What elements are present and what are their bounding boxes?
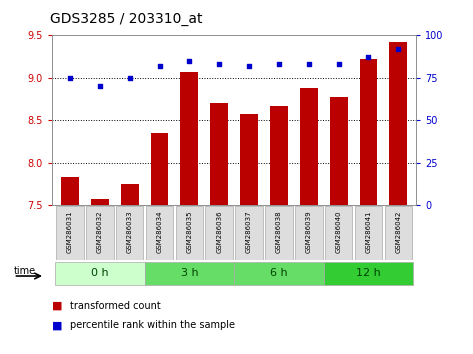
Text: 12 h: 12 h xyxy=(356,268,381,278)
FancyBboxPatch shape xyxy=(234,262,324,285)
FancyBboxPatch shape xyxy=(146,206,173,259)
FancyBboxPatch shape xyxy=(55,262,145,285)
Bar xyxy=(359,59,377,205)
Text: GSM286036: GSM286036 xyxy=(216,210,222,253)
Bar xyxy=(121,184,139,205)
FancyBboxPatch shape xyxy=(175,206,203,259)
Text: GSM286041: GSM286041 xyxy=(366,210,371,253)
FancyBboxPatch shape xyxy=(116,206,143,259)
Text: percentile rank within the sample: percentile rank within the sample xyxy=(70,320,235,330)
Text: GSM286042: GSM286042 xyxy=(395,211,401,253)
Bar xyxy=(61,177,79,205)
Bar xyxy=(240,114,258,205)
FancyBboxPatch shape xyxy=(385,206,412,259)
FancyBboxPatch shape xyxy=(86,206,114,259)
FancyBboxPatch shape xyxy=(324,262,413,285)
Text: GSM286034: GSM286034 xyxy=(157,210,163,253)
Point xyxy=(215,62,223,67)
Text: GSM286040: GSM286040 xyxy=(336,210,342,253)
Text: 0 h: 0 h xyxy=(91,268,109,278)
Bar xyxy=(300,88,318,205)
Point xyxy=(66,75,74,81)
Point xyxy=(185,58,193,64)
Point xyxy=(365,55,372,60)
FancyBboxPatch shape xyxy=(325,206,352,259)
Bar xyxy=(180,72,198,205)
Point xyxy=(156,63,163,69)
Point xyxy=(394,46,402,52)
Text: GDS3285 / 203310_at: GDS3285 / 203310_at xyxy=(50,12,202,27)
Text: transformed count: transformed count xyxy=(70,301,161,311)
FancyBboxPatch shape xyxy=(145,262,234,285)
FancyBboxPatch shape xyxy=(236,206,263,259)
Text: GSM286037: GSM286037 xyxy=(246,210,252,253)
Bar xyxy=(150,133,168,205)
Text: GSM286033: GSM286033 xyxy=(127,210,132,253)
Point xyxy=(275,62,283,67)
FancyBboxPatch shape xyxy=(56,206,84,259)
FancyBboxPatch shape xyxy=(295,206,323,259)
Text: GSM286032: GSM286032 xyxy=(97,210,103,253)
FancyBboxPatch shape xyxy=(355,206,382,259)
Point xyxy=(245,63,253,69)
Point xyxy=(335,62,342,67)
Text: GSM286038: GSM286038 xyxy=(276,210,282,253)
Bar xyxy=(91,199,109,205)
Text: 3 h: 3 h xyxy=(181,268,198,278)
Bar xyxy=(210,103,228,205)
FancyBboxPatch shape xyxy=(205,206,233,259)
Bar xyxy=(330,97,348,205)
Text: GSM286031: GSM286031 xyxy=(67,210,73,253)
Text: GSM286039: GSM286039 xyxy=(306,210,312,253)
Text: time: time xyxy=(14,266,36,276)
Bar xyxy=(389,42,407,205)
FancyBboxPatch shape xyxy=(265,206,293,259)
Point xyxy=(126,75,133,81)
Bar xyxy=(270,106,288,205)
Text: ■: ■ xyxy=(52,320,62,330)
Text: 6 h: 6 h xyxy=(270,268,288,278)
Point xyxy=(96,84,104,89)
Text: GSM286035: GSM286035 xyxy=(186,210,193,253)
Point xyxy=(305,62,313,67)
Text: ■: ■ xyxy=(52,301,62,311)
